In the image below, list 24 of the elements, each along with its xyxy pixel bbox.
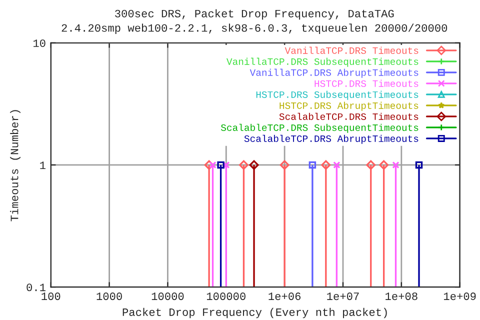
x-axis-title: Packet Drop Frequency (Every nth packet) bbox=[122, 308, 387, 318]
x-tick-label: 1e+06 bbox=[268, 292, 301, 300]
y-tick-label: 0.1 bbox=[26, 284, 46, 292]
legend-label: VanillaTCP.DRS AbruptTimeouts bbox=[250, 68, 418, 78]
chart-title: 300sec DRS, Packet Drop Frequency, DataTAG bbox=[115, 9, 394, 20]
legend-label: HSTCP.DRS SubsequentTimeouts bbox=[256, 90, 418, 100]
x-tick-label: 1e+09 bbox=[444, 292, 476, 300]
x-tick-label: 1e+08 bbox=[386, 292, 418, 300]
chart-subtitle: 2.4.20smp web100-2.2.1, sk98-6.0.3, txqueuelen 20000/20000 bbox=[62, 24, 448, 34]
x-tick-label: 1e+07 bbox=[327, 292, 359, 300]
y-axis-title: Timeouts (Number) bbox=[10, 110, 20, 222]
x-tick-label: 10000 bbox=[152, 292, 184, 300]
x-tick-label: 100 bbox=[42, 292, 60, 300]
legend-label: HSTCP.DRS AbruptTimeouts bbox=[280, 102, 418, 111]
y-tick-label: 10 bbox=[33, 39, 46, 48]
legend-label: HSTCP.DRS Timeouts bbox=[314, 80, 418, 87]
legend-label: VanillaTCP.DRS Timeouts bbox=[284, 46, 418, 54]
legend-label: ScalableTCP.DRS Timeouts bbox=[279, 112, 418, 120]
y-tick-label: 1 bbox=[40, 162, 46, 169]
legend-label: ScalableTCP.DRS SubsequentTimeouts bbox=[220, 124, 418, 133]
x-tick-label: 1000 bbox=[96, 292, 122, 300]
legend-label: VanillaTCP.DRS SubsequentTimeouts bbox=[226, 58, 418, 67]
legend-label: ScalableTCP.DRS AbruptTimeouts bbox=[244, 134, 418, 144]
x-tick-label: 100000 bbox=[206, 292, 246, 300]
